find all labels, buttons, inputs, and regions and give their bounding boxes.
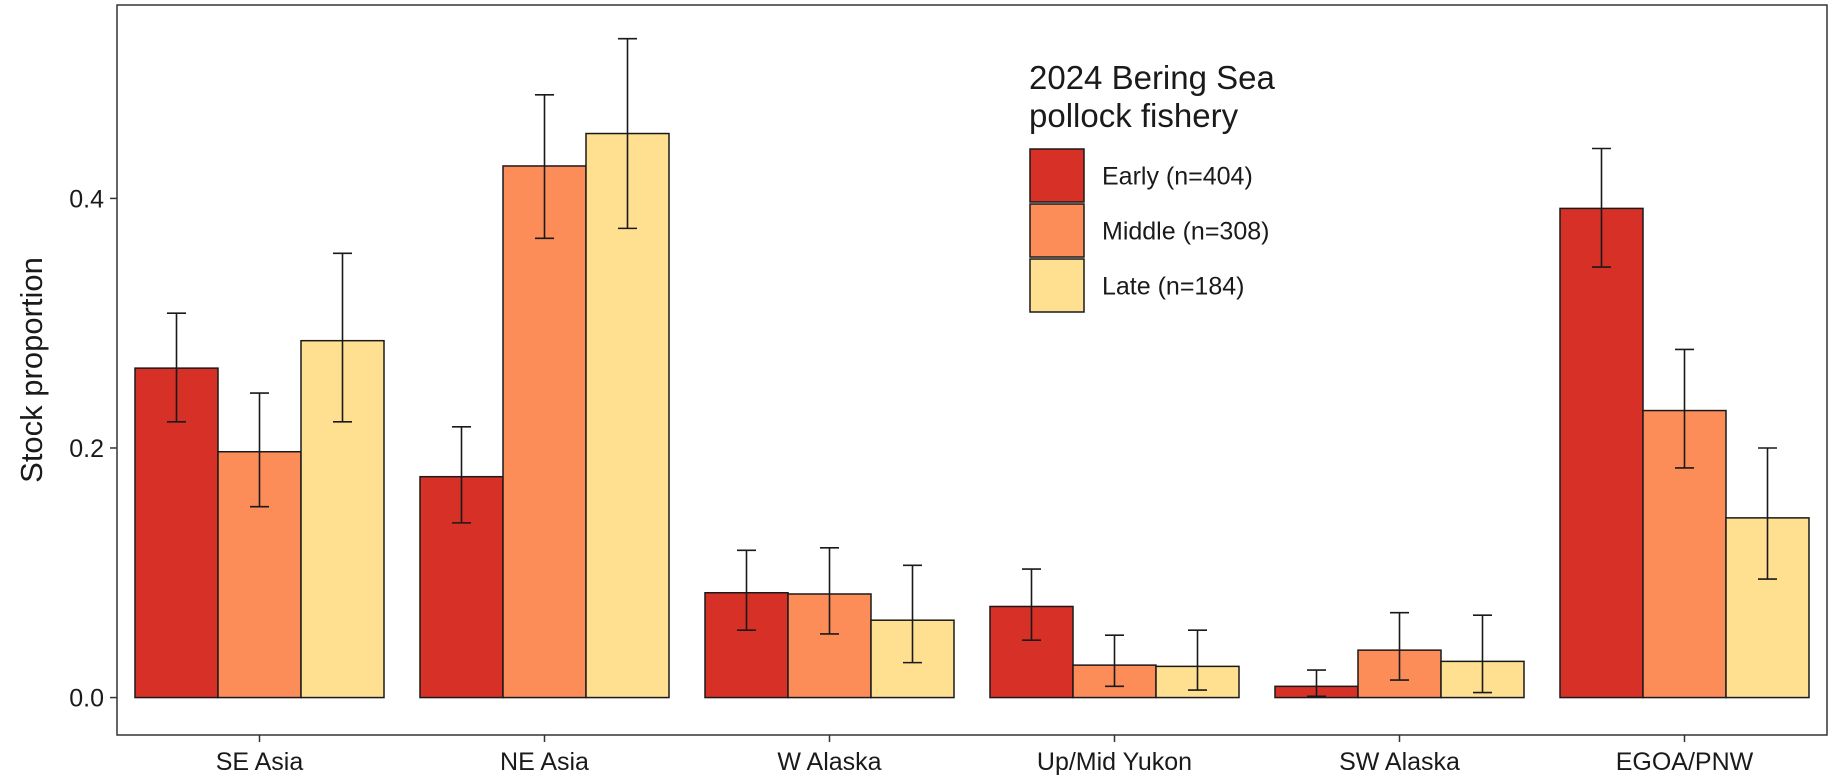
error-bar-w-alaska-series-3 [903, 564, 922, 664]
legend-label: Late (n=184) [1102, 273, 1244, 301]
legend-label: Early (n=404) [1102, 163, 1253, 191]
x-tick-label: W Alaska [777, 748, 881, 776]
error-bar-se-asia-series-1 [167, 312, 186, 423]
legend-title-line-2: pollock fishery [1029, 97, 1239, 134]
legend-title-line-1: 2024 Bering Sea [1029, 59, 1276, 96]
bar-ne-asia-series-2 [502, 165, 587, 699]
y-tick-label: 0.2 [69, 435, 104, 463]
error-bar-egoa-pnw-series-2 [1675, 348, 1694, 469]
legend-key-swatch [1029, 258, 1085, 313]
error-bar-sw-alaska-series-2 [1390, 611, 1409, 681]
legend-item-3: Late (n=184) [1029, 258, 1244, 313]
legend-key-swatch [1029, 203, 1085, 258]
x-tick-label: SE Asia [216, 748, 304, 776]
legend: 2024 Bering Sea pollock fishery Early (n… [1029, 59, 1276, 313]
x-tick-label: SW Alaska [1339, 748, 1460, 776]
error-bar-ne-asia-series-2 [535, 94, 554, 240]
legend-item-1: Early (n=404) [1029, 148, 1253, 203]
error-bar-up-mid-yukon-series-2 [1105, 634, 1124, 688]
x-axis: SE Asia NE Asia W Alaska Up/Mid Yukon SW Ala… [216, 735, 1754, 776]
legend-item-2: Middle (n=308) [1029, 203, 1269, 258]
error-bar-sw-alaska-series-1 [1307, 669, 1326, 698]
x-tick-label: NE Asia [500, 748, 589, 776]
legend-label: Middle (n=308) [1102, 218, 1269, 246]
error-bar-egoa-pnw-series-3 [1758, 447, 1777, 580]
x-tick-label: EGOA/PNW [1616, 748, 1754, 776]
error-bar-up-mid-yukon-series-1 [1022, 568, 1041, 641]
bars-layer [134, 132, 1810, 699]
error-bar-ne-asia-series-1 [452, 425, 471, 524]
bar-egoa-pnw-series-1 [1559, 207, 1644, 699]
error-bar-w-alaska-series-2 [820, 547, 839, 635]
legend-key-swatch [1029, 148, 1085, 203]
error-bar-se-asia-series-3 [333, 252, 352, 423]
error-bar-w-alaska-series-1 [737, 549, 756, 631]
y-axis: 0.0 0.2 0.4 [69, 185, 117, 713]
y-axis-label: Stock proportion [14, 257, 49, 483]
error-bar-up-mid-yukon-series-3 [1188, 629, 1207, 691]
bar-ne-asia-series-3 [585, 132, 670, 699]
error-bar-se-asia-series-2 [250, 392, 269, 508]
error-bar-ne-asia-series-3 [618, 37, 637, 230]
plot-panel-border [116, 4, 1828, 736]
error-bars-layer [167, 37, 1777, 698]
error-bar-sw-alaska-series-3 [1473, 614, 1492, 694]
y-tick-label: 0.4 [69, 185, 104, 213]
error-bar-egoa-pnw-series-1 [1592, 147, 1611, 268]
y-tick-label: 0.0 [69, 685, 104, 713]
x-tick-label: Up/Mid Yukon [1037, 748, 1192, 776]
